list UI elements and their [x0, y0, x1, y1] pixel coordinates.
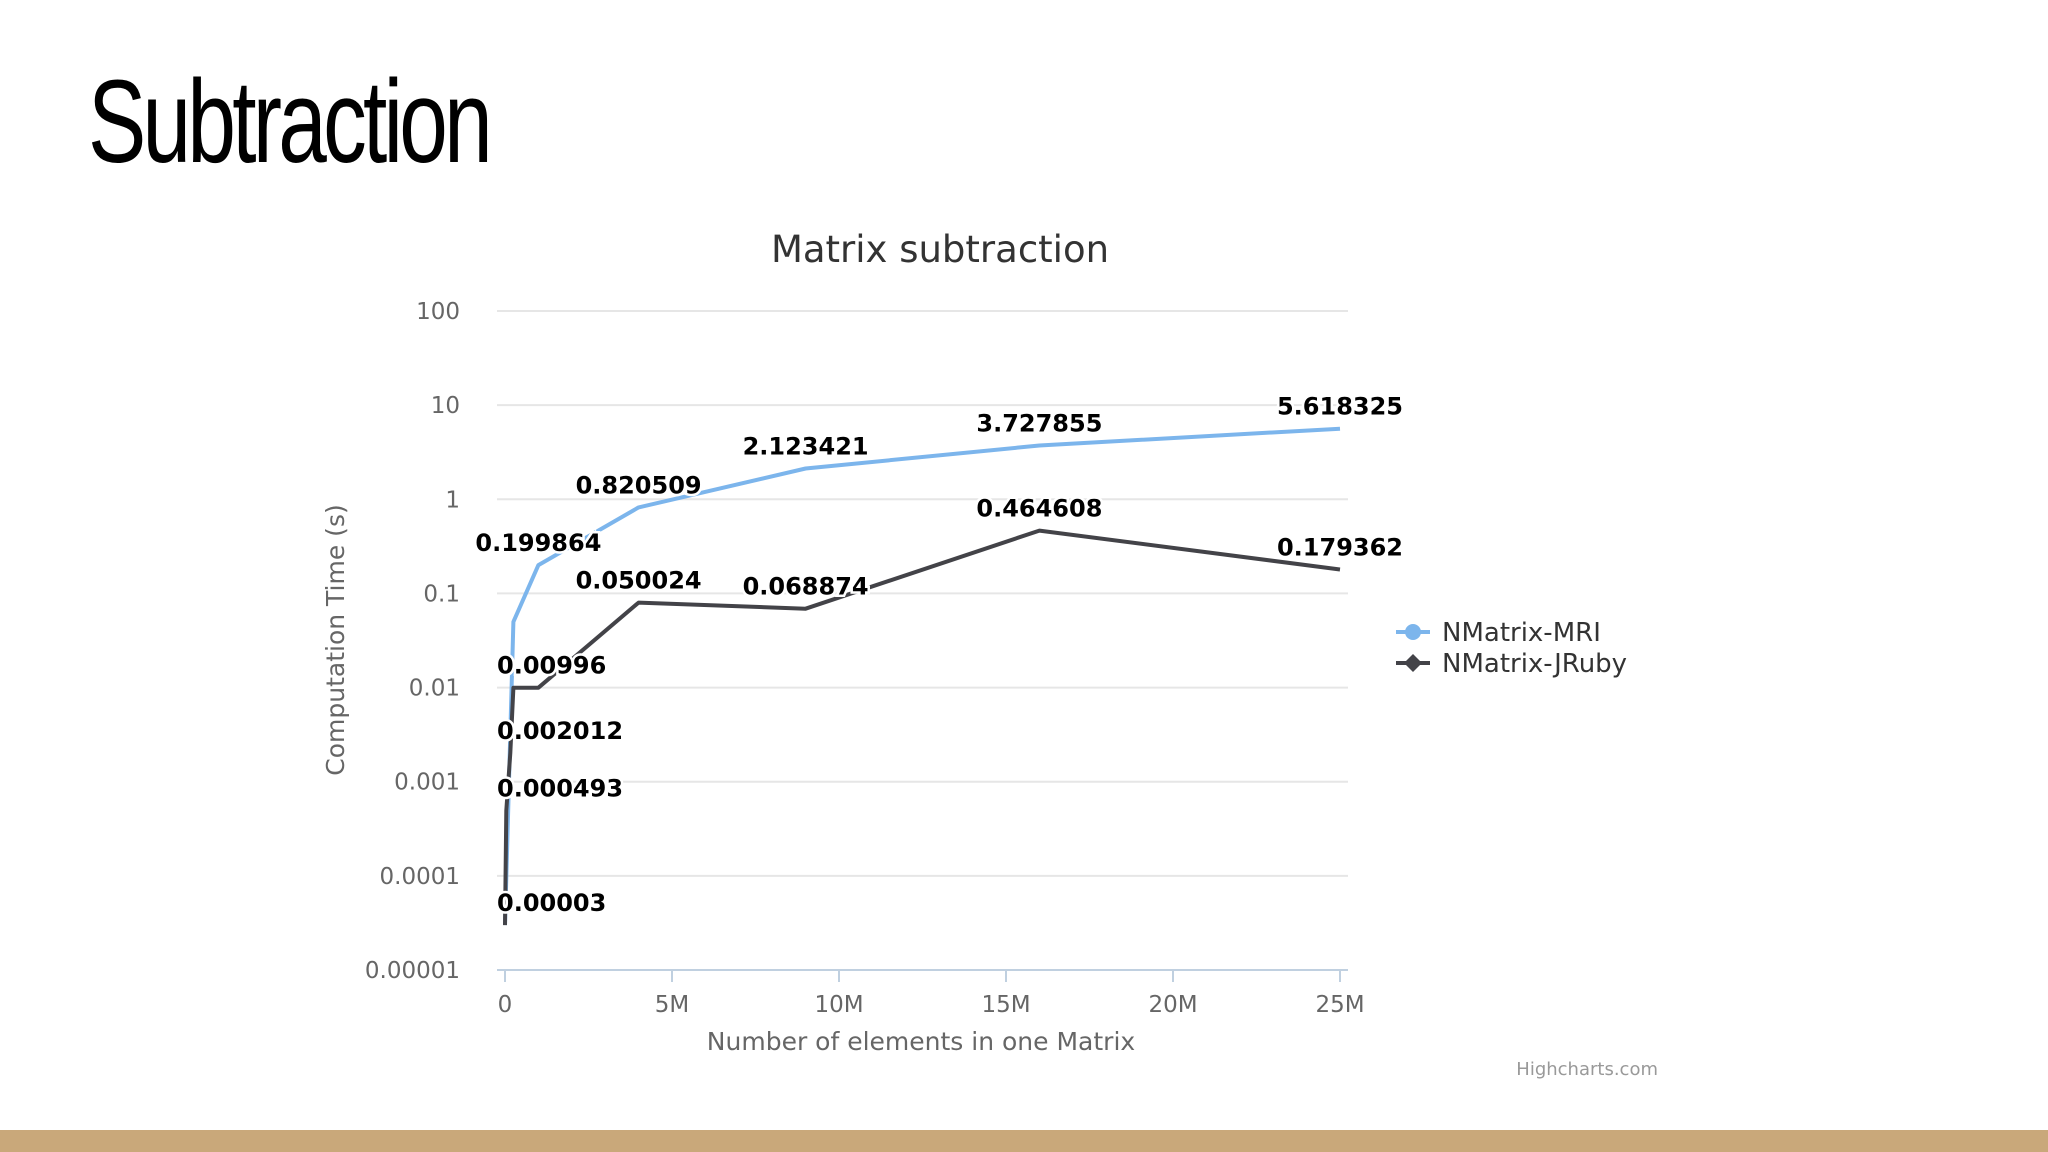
x-tick-label: 5M: [655, 992, 689, 1018]
labels-layer: 0.199864 0.820509 2.123421 3.727855 5.618325…: [473, 390, 1406, 919]
legend-label: NMatrix-JRuby: [1442, 649, 1627, 679]
y-tick-label: 1: [445, 487, 460, 513]
x-axis: 0 5M 10M 15M 20M 25M: [497, 969, 1365, 1018]
y-tick-label: 100: [416, 299, 460, 325]
x-tick-label: 25M: [1315, 992, 1364, 1018]
y-tick-label: 0.0001: [380, 864, 460, 890]
y-axis: 0.00001 0.0001 0.001 0.01 0.1 1 10 100: [365, 299, 460, 984]
data-label: 0.002012: [497, 717, 623, 745]
chart-title: Matrix subtraction: [771, 228, 1109, 271]
legend-label: NMatrix-MRI: [1442, 618, 1601, 648]
data-label: 0.199864: [475, 529, 601, 557]
legend-item-0[interactable]: NMatrix-MRI: [1396, 618, 1601, 648]
legend-marker: [1405, 624, 1421, 640]
data-label: 0.068874: [743, 573, 869, 601]
series-line-1: [503, 528, 1341, 926]
data-label: 2.123421: [743, 432, 869, 460]
data-label: 0.820509: [576, 471, 702, 499]
data-label: 0.464608: [976, 495, 1102, 523]
series-line-0: [503, 426, 1341, 926]
data-label: 3.727855: [976, 409, 1102, 437]
x-axis-title: Number of elements in one Matrix: [707, 1027, 1135, 1056]
x-tick-label: 0: [498, 992, 513, 1018]
data-label: 0.000493: [497, 775, 623, 803]
x-tick-label: 15M: [981, 992, 1030, 1018]
y-tick-label: 0.01: [409, 676, 460, 702]
data-label: 5.618325: [1277, 393, 1403, 421]
credits-link[interactable]: Highcharts.com: [1516, 1059, 1658, 1080]
x-tick-label: 20M: [1148, 992, 1197, 1018]
series-layer: [503, 426, 1341, 926]
legend-marker: [1404, 654, 1422, 672]
data-label: 0.00003: [497, 889, 606, 917]
data-label: 0.00996: [497, 652, 606, 680]
slide-title: Subtraction: [88, 56, 493, 188]
y-tick-label: 0.001: [394, 770, 460, 796]
grid: [497, 310, 1348, 971]
data-label: 0.179362: [1277, 534, 1403, 562]
legend-item-1[interactable]: NMatrix-JRuby: [1396, 649, 1627, 679]
footer-bar: [0, 1130, 2048, 1152]
data-label: 0.050024: [576, 567, 702, 595]
y-tick-label: 0.1: [423, 581, 460, 607]
x-tick-label: 10M: [814, 992, 863, 1018]
y-tick-label: 10: [431, 393, 460, 419]
y-axis-title: Computation Time (s): [321, 504, 350, 775]
y-tick-label: 0.00001: [365, 958, 460, 984]
